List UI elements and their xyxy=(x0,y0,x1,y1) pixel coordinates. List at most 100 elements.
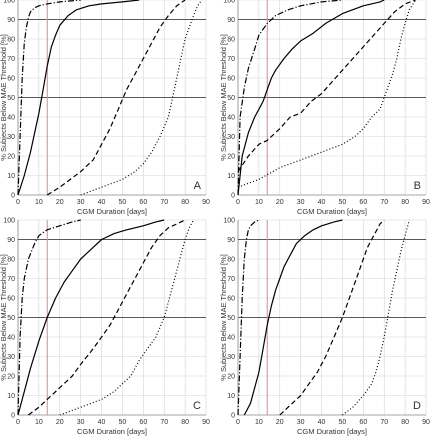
panel-label: A xyxy=(194,180,202,192)
x-tick-label: 60 xyxy=(359,419,367,426)
y-tick-label: 30 xyxy=(227,134,235,141)
x-tick-label: 20 xyxy=(56,419,64,426)
series-line-dashdot xyxy=(17,0,81,196)
y-tick-label: 20 xyxy=(227,374,235,381)
x-tick-label: 40 xyxy=(98,419,106,426)
y-tick-label: 70 xyxy=(227,56,235,63)
series-line-solid xyxy=(17,0,140,196)
series-line-dashdot xyxy=(237,0,343,196)
x-axis-label: CGM Duration [days] xyxy=(77,207,147,216)
x-tick-label: 80 xyxy=(401,199,409,206)
x-tick-label: 0 xyxy=(236,419,240,426)
panel-label: C xyxy=(193,400,201,412)
y-tick-label: 100 xyxy=(3,218,15,225)
y-tick-label: 100 xyxy=(223,0,235,5)
y-axis-label: % Subjects Below MAE Threshold [%] xyxy=(0,254,8,381)
y-tick-label: 70 xyxy=(7,276,15,283)
x-tick-label: 60 xyxy=(139,419,147,426)
x-tick-label: 50 xyxy=(339,419,347,426)
y-tick-label: 60 xyxy=(7,76,15,83)
y-axis-label: % Subjects Below MAE Threshold [%] xyxy=(219,254,228,381)
chart-panel-B: 0 10 20 30 40 50 60 70 80 90 100 0 10 20 30 40 50 60 70 80 9… xyxy=(219,0,430,216)
x-tick-label: 80 xyxy=(181,419,189,426)
chart-panel-A: 0 10 20 30 40 50 60 70 80 90 100 0 10 20 30 40 50 60 70 80 9… xyxy=(0,0,210,216)
x-tick-label: 80 xyxy=(401,419,409,426)
y-tick-label: 10 xyxy=(7,393,15,400)
y-tick-label: 30 xyxy=(7,354,15,361)
y-tick-label: 40 xyxy=(227,115,235,122)
x-tick-label: 20 xyxy=(276,419,284,426)
y-tick-label: 10 xyxy=(7,173,15,180)
x-tick-label: 70 xyxy=(380,199,388,206)
series-line-dotted xyxy=(59,219,195,416)
y-tick-label: 50 xyxy=(7,95,15,102)
y-tick-label: 50 xyxy=(7,315,15,322)
y-tick-label: 70 xyxy=(227,276,235,283)
panel-label: B xyxy=(414,180,421,192)
x-tick-label: 10 xyxy=(255,199,263,206)
x-tick-label: 10 xyxy=(255,419,263,426)
chart-panel-D: 0 10 20 30 40 50 60 70 80 90 100 0 10 20 30 40 50 60 70 80 9… xyxy=(219,218,430,437)
y-tick-label: 60 xyxy=(227,296,235,303)
x-tick-label: 50 xyxy=(119,199,127,206)
y-tick-label: 40 xyxy=(7,115,15,122)
y-tick-label: 0 xyxy=(231,413,235,420)
y-tick-label: 0 xyxy=(11,413,15,420)
y-tick-label: 20 xyxy=(7,374,15,381)
x-tick-label: 40 xyxy=(98,199,106,206)
x-tick-label: 70 xyxy=(160,199,168,206)
y-tick-label: 20 xyxy=(7,154,15,161)
y-tick-label: 90 xyxy=(7,17,15,24)
x-tick-label: 20 xyxy=(56,199,64,206)
x-tick-label: 20 xyxy=(276,199,284,206)
series-line-dashdot xyxy=(237,219,260,416)
y-tick-label: 60 xyxy=(227,76,235,83)
y-tick-label: 40 xyxy=(227,335,235,342)
x-tick-label: 0 xyxy=(16,419,20,426)
y-tick-label: 30 xyxy=(227,354,235,361)
y-tick-label: 90 xyxy=(227,17,235,24)
x-tick-label: 80 xyxy=(181,199,189,206)
series-line-dashed xyxy=(46,0,186,196)
series-line-solid xyxy=(17,219,165,416)
x-tick-label: 30 xyxy=(297,199,305,206)
y-tick-label: 10 xyxy=(227,393,235,400)
y-axis-label: % Subjects Below MAE Threshold [%] xyxy=(219,34,228,161)
y-tick-label: 60 xyxy=(7,296,15,303)
y-tick-label: 100 xyxy=(223,218,235,225)
y-tick-label: 0 xyxy=(231,193,235,200)
x-tick-label: 60 xyxy=(359,199,367,206)
x-tick-label: 70 xyxy=(160,419,168,426)
x-tick-label: 30 xyxy=(77,419,85,426)
y-tick-label: 80 xyxy=(7,37,15,44)
series-line-dashdot xyxy=(17,219,81,416)
x-tick-label: 90 xyxy=(202,419,210,426)
x-tick-label: 50 xyxy=(119,419,127,426)
x-tick-label: 10 xyxy=(35,199,43,206)
x-axis-label: CGM Duration [days] xyxy=(297,427,367,436)
x-tick-label: 70 xyxy=(380,419,388,426)
y-tick-label: 100 xyxy=(3,0,15,5)
series-line-solid xyxy=(243,219,343,416)
y-tick-label: 40 xyxy=(7,335,15,342)
x-tick-label: 0 xyxy=(16,199,20,206)
series-line-dashed xyxy=(28,219,186,416)
y-tick-label: 50 xyxy=(227,95,235,102)
y-tick-label: 0 xyxy=(11,193,15,200)
x-tick-label: 90 xyxy=(422,199,430,206)
x-tick-label: 60 xyxy=(139,199,147,206)
y-tick-label: 80 xyxy=(227,37,235,44)
y-tick-label: 50 xyxy=(227,315,235,322)
y-axis-label: % Subjects Below MAE Threshold [%] xyxy=(0,34,8,161)
series-line-dotted xyxy=(237,0,417,188)
chart-panel-C: 0 10 20 30 40 50 60 70 80 90 100 0 10 20 30 40 50 60 70 80 9… xyxy=(0,218,210,437)
x-tick-label: 90 xyxy=(422,419,430,426)
x-axis-label: CGM Duration [days] xyxy=(77,427,147,436)
x-tick-label: 0 xyxy=(236,199,240,206)
y-tick-label: 90 xyxy=(7,237,15,244)
x-tick-label: 40 xyxy=(318,199,326,206)
y-tick-label: 10 xyxy=(227,173,235,180)
series-line-solid xyxy=(237,0,385,196)
x-tick-label: 10 xyxy=(35,419,43,426)
x-tick-label: 30 xyxy=(297,419,305,426)
